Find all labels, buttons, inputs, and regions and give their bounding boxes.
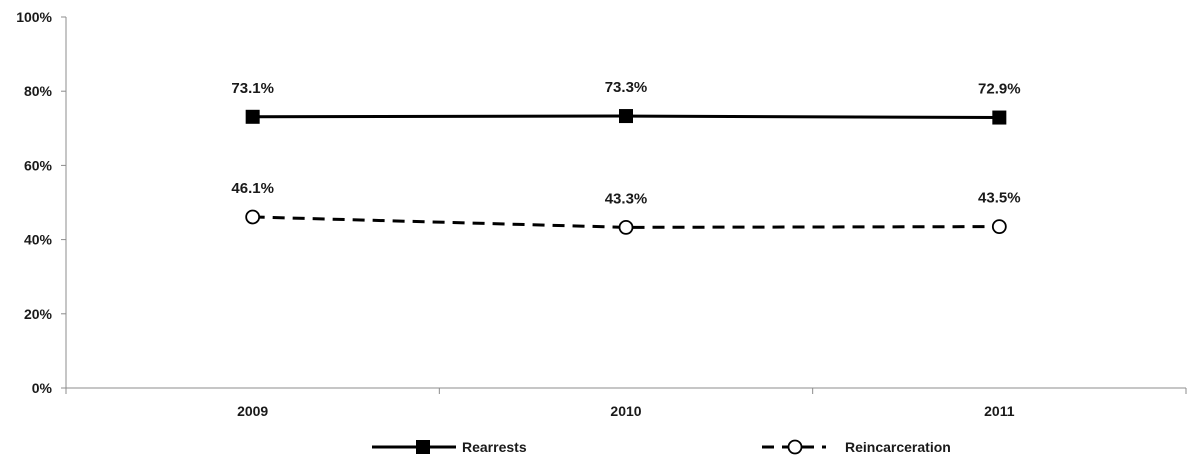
data-point-square xyxy=(619,109,633,124)
y-tick-label: 20% xyxy=(24,306,53,322)
data-point-circle xyxy=(991,219,1007,235)
y-tick-label: 100% xyxy=(16,9,52,25)
data-label: 73.1% xyxy=(231,80,274,97)
data-point-circle xyxy=(618,219,634,235)
series-lines xyxy=(245,109,1007,235)
series-line-reincarceration xyxy=(252,215,1000,229)
data-point-square xyxy=(245,109,260,124)
legend-label: Reincarceration xyxy=(845,439,951,455)
data-label: 73.3% xyxy=(605,79,648,96)
y-tick-label: 40% xyxy=(24,232,53,248)
y-tick-label: 80% xyxy=(24,83,53,99)
data-label: 46.1% xyxy=(231,180,274,197)
data-labels: 73.1% 73.3% 72.9% 46.1% 43.3% 43.5% xyxy=(231,79,1020,207)
data-point-circle xyxy=(245,209,261,225)
legend-marker-circle xyxy=(787,439,803,455)
data-label: 43.5% xyxy=(978,190,1021,207)
data-point-square xyxy=(992,110,1007,125)
x-tick-label: 2009 xyxy=(237,403,268,419)
data-label: 72.9% xyxy=(978,81,1021,98)
legend: Rearrests Reincarceration xyxy=(372,439,951,455)
y-tick-label: 60% xyxy=(24,157,53,173)
data-label: 43.3% xyxy=(605,190,648,207)
legend-marker-square xyxy=(416,440,430,454)
x-tick-label: 2010 xyxy=(610,403,641,419)
x-tick-label: 2011 xyxy=(984,403,1015,419)
y-tick-label: 0% xyxy=(32,380,53,396)
legend-label: Rearrests xyxy=(462,439,527,455)
chart-axes: 0% 20% 40% 60% 80% 100% 2009 2010 2011 xyxy=(16,9,1187,419)
